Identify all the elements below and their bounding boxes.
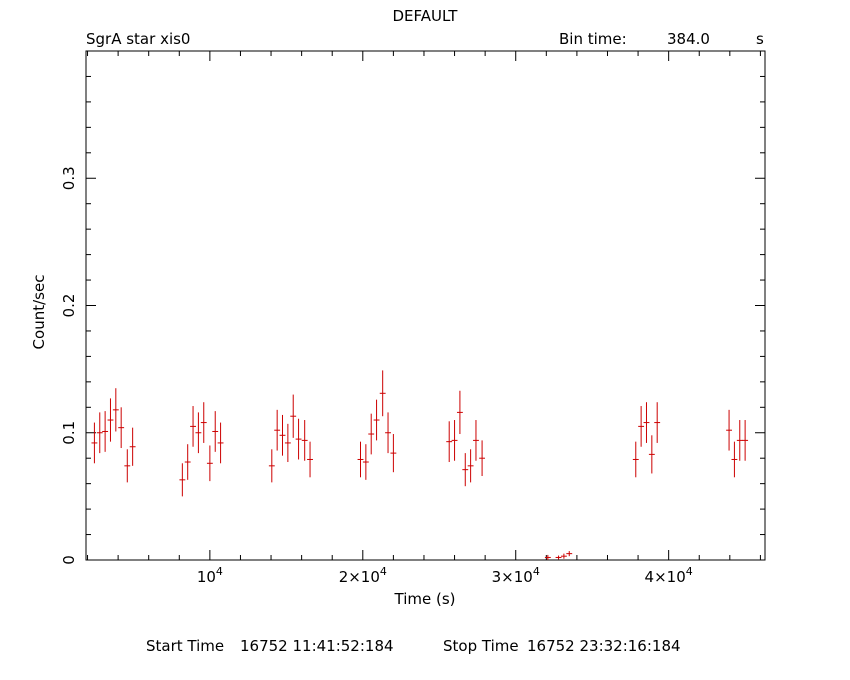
data-point (446, 421, 453, 463)
data-point (632, 441, 639, 478)
data-points (91, 370, 749, 560)
data-point (731, 441, 738, 478)
data-point (274, 409, 281, 451)
data-point (373, 399, 380, 441)
y-tick-labels: 0 0.1 0.2 0.3 (60, 166, 78, 564)
data-point (479, 440, 486, 477)
data-point (268, 449, 275, 483)
x-tick-label: 104 (197, 565, 223, 586)
data-point (217, 422, 224, 464)
data-point (195, 412, 202, 454)
y-tick-label: 0 (60, 555, 78, 565)
data-point (555, 555, 562, 560)
bin-time-unit: s (756, 30, 764, 48)
data-point (190, 406, 196, 447)
y-tick-label: 0.2 (60, 294, 78, 318)
data-point (307, 441, 313, 478)
data-point (96, 412, 103, 454)
x-tick-labels: 104 2×104 3×104 4×104 (197, 565, 693, 586)
data-point (648, 435, 655, 474)
data-point (654, 402, 661, 443)
data-point (301, 420, 308, 461)
data-point (462, 453, 469, 487)
data-point (742, 420, 749, 461)
data-point (368, 413, 375, 455)
data-point (560, 553, 567, 559)
x-axis-label: Time (s) (394, 590, 456, 608)
data-point (385, 412, 391, 454)
footer-stop-label: Stop Time (443, 637, 519, 655)
data-point (124, 449, 131, 483)
chart-title: DEFAULT (393, 7, 459, 25)
data-point (379, 370, 386, 417)
bin-time-value: 384.0 (667, 30, 710, 48)
axis-ticks (86, 50, 765, 561)
data-point (456, 390, 463, 435)
data-point (638, 406, 645, 447)
chart-subtitle: SgrA star xis0 (86, 30, 190, 48)
bin-time-label: Bin time: (559, 30, 627, 48)
data-point (284, 423, 291, 463)
data-point (726, 409, 732, 451)
data-point (184, 444, 191, 480)
data-point (206, 445, 213, 482)
data-point (290, 394, 297, 438)
data-point (544, 554, 551, 560)
data-point (295, 418, 302, 460)
footer-start-label: Start Time (146, 637, 224, 655)
data-point (112, 388, 119, 432)
data-point (736, 420, 743, 461)
data-point (390, 434, 397, 473)
data-point (473, 420, 479, 461)
data-point (357, 441, 364, 478)
data-point (129, 427, 136, 466)
x-tick-label: 2×104 (339, 565, 387, 586)
data-point (362, 444, 369, 480)
y-tick-label: 0.3 (60, 166, 78, 190)
data-point (566, 551, 573, 557)
data-point (643, 402, 650, 443)
footer-start-value: 16752 11:41:52:184 (240, 637, 394, 655)
data-point (118, 407, 125, 449)
y-tick-label: 0.1 (60, 421, 78, 445)
data-point (451, 420, 458, 461)
footer-stop-value: 16752 23:32:16:184 (527, 637, 681, 655)
data-point (107, 398, 114, 442)
x-tick-label: 3×104 (492, 565, 540, 586)
data-point (179, 463, 186, 497)
data-point (91, 422, 98, 464)
data-point (467, 449, 474, 483)
x-tick-label: 4×104 (645, 565, 693, 586)
data-point (200, 402, 207, 443)
plot-frame (85, 50, 766, 561)
data-point (212, 411, 219, 452)
data-point (279, 414, 286, 456)
y-axis-label: Count/sec (30, 275, 48, 350)
data-point (102, 411, 109, 452)
